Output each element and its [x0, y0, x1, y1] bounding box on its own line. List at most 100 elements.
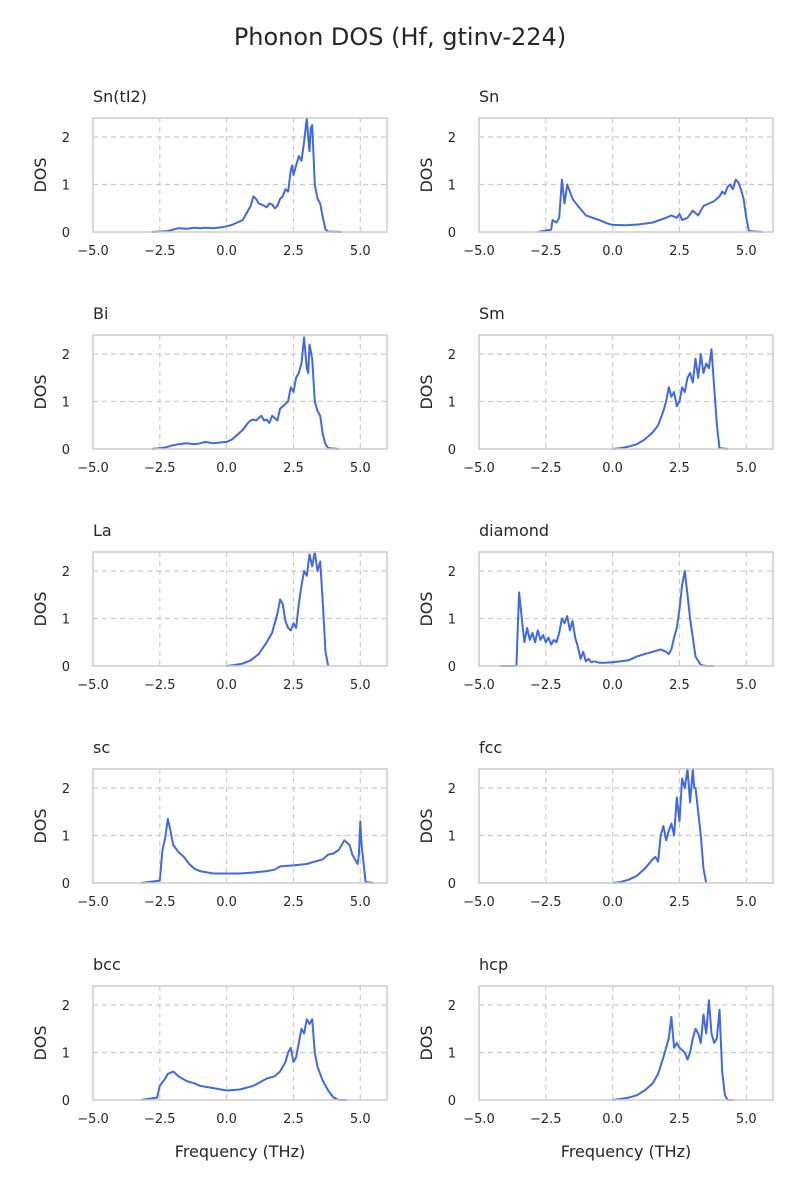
- x-tick-label: 0.0: [216, 895, 237, 910]
- y-tick-label: 1: [448, 179, 456, 194]
- dos-line-series-0: [226, 551, 330, 667]
- x-tick-label: 0.0: [602, 244, 623, 259]
- y-axis-label: DOS: [31, 591, 50, 626]
- y-tick-label: 0: [62, 1094, 70, 1109]
- x-tick-label: 2.5: [283, 895, 304, 910]
- y-tick-label: 0: [448, 443, 456, 458]
- y-axis-label: DOS: [417, 374, 436, 409]
- subplot-title: La: [93, 521, 112, 540]
- x-tick-label: 0.0: [216, 1112, 237, 1127]
- subplot-title: bcc: [93, 955, 121, 974]
- subplot-title: Sn(tI2): [93, 87, 147, 106]
- x-tick-label: 5.0: [736, 461, 757, 476]
- x-tick-label: 5.0: [350, 461, 371, 476]
- subplot-title: Sn: [479, 87, 499, 106]
- dos-line-series-0: [151, 117, 342, 233]
- x-axis-label: Frequency (THz): [175, 1142, 305, 1161]
- y-tick-label: 2: [62, 131, 70, 146]
- y-tick-label: 2: [448, 348, 456, 363]
- x-axis-label: Frequency (THz): [561, 1142, 691, 1161]
- subplot-title: fcc: [479, 738, 502, 757]
- subplot-title: diamond: [479, 521, 549, 540]
- x-tick-label: 0.0: [216, 678, 237, 693]
- x-tick-label: 5.0: [350, 244, 371, 259]
- dos-line-series-0: [500, 570, 715, 667]
- plot-frame: [478, 985, 774, 1101]
- subplot-3: Sm −5.0 −2.5 0.0 2.5 5.0 0 1 2 DOS: [417, 304, 774, 476]
- x-tick-label: −5.0: [77, 461, 109, 476]
- x-tick-label: 2.5: [669, 895, 690, 910]
- x-tick-label: −5.0: [463, 244, 495, 259]
- dos-line-series-0: [612, 768, 708, 884]
- y-axis-label: DOS: [417, 591, 436, 626]
- x-tick-label: 5.0: [736, 1112, 757, 1127]
- subplot-4: La −5.0 −2.5 0.0 2.5 5.0 0 1 2 DOS: [31, 521, 388, 693]
- subplot-title: Sm: [479, 304, 505, 323]
- y-tick-label: 2: [448, 999, 456, 1014]
- y-tick-label: 2: [448, 131, 456, 146]
- x-tick-label: 2.5: [669, 1112, 690, 1127]
- x-tick-label: 0.0: [602, 1112, 623, 1127]
- subplot-6: sc −5.0 −2.5 0.0 2.5 5.0 0 1 2 DOS: [31, 738, 388, 910]
- plot-frame: [478, 768, 774, 884]
- x-tick-label: 0.0: [602, 895, 623, 910]
- x-tick-label: −2.5: [530, 678, 562, 693]
- x-tick-label: −5.0: [77, 895, 109, 910]
- dos-line-series-0: [612, 999, 733, 1101]
- x-tick-label: 0.0: [216, 244, 237, 259]
- x-tick-label: 2.5: [283, 1112, 304, 1127]
- y-tick-label: 0: [448, 660, 456, 675]
- subplot-title: sc: [93, 738, 110, 757]
- y-tick-label: 2: [62, 348, 70, 363]
- subplot-2: Bi −5.0 −2.5 0.0 2.5 5.0 0 1 2 DOS: [31, 304, 388, 476]
- dos-line-series-0: [612, 348, 728, 450]
- x-tick-label: 5.0: [736, 678, 757, 693]
- x-tick-label: −5.0: [77, 244, 109, 259]
- x-tick-label: 5.0: [736, 244, 757, 259]
- y-tick-label: 2: [448, 782, 456, 797]
- y-axis-label: DOS: [31, 157, 50, 192]
- y-tick-label: 2: [62, 999, 70, 1014]
- subplot-5: diamond −5.0 −2.5 0.0 2.5 5.0 0 1 2 DOS: [417, 521, 774, 693]
- subplot-7: fcc −5.0 −2.5 0.0 2.5 5.0 0 1 2 DOS: [417, 738, 774, 910]
- x-tick-label: −2.5: [530, 461, 562, 476]
- x-tick-label: −2.5: [144, 1112, 176, 1127]
- y-axis-label: DOS: [31, 808, 50, 843]
- x-tick-label: 0.0: [602, 461, 623, 476]
- plot-frame: [92, 117, 388, 233]
- dos-line-series-0: [140, 817, 374, 884]
- x-tick-label: 5.0: [350, 895, 371, 910]
- plot-frame: [478, 551, 774, 667]
- x-tick-label: −2.5: [144, 461, 176, 476]
- subplot-9: hcp −5.0 −2.5 0.0 2.5 5.0 0 1 2 DOS Frequency (THz…: [417, 955, 774, 1161]
- y-axis-label: DOS: [417, 1025, 436, 1060]
- y-tick-label: 1: [448, 396, 456, 411]
- y-tick-label: 1: [62, 830, 70, 845]
- y-tick-label: 1: [448, 1047, 456, 1062]
- subplot-title: hcp: [479, 955, 508, 974]
- x-tick-label: −2.5: [530, 244, 562, 259]
- x-tick-label: 0.0: [216, 461, 237, 476]
- y-tick-label: 0: [448, 226, 456, 241]
- x-tick-label: −5.0: [463, 1112, 495, 1127]
- y-tick-label: 0: [448, 1094, 456, 1109]
- subplot-1: Sn −5.0 −2.5 0.0 2.5 5.0 0 1 2 DOS: [417, 87, 774, 259]
- x-tick-label: 2.5: [283, 678, 304, 693]
- x-tick-label: 5.0: [736, 895, 757, 910]
- plot-frame: [92, 334, 388, 450]
- x-tick-label: 5.0: [350, 1112, 371, 1127]
- x-tick-label: 2.5: [283, 244, 304, 259]
- x-tick-label: −5.0: [463, 461, 495, 476]
- plot-frame: [478, 117, 774, 233]
- y-tick-label: 1: [448, 830, 456, 845]
- dos-line-series-0: [537, 178, 763, 233]
- y-axis-label: DOS: [417, 808, 436, 843]
- y-tick-label: 2: [448, 565, 456, 580]
- y-tick-label: 0: [448, 877, 456, 892]
- figure-title: Phonon DOS (Hf, gtinv-224): [234, 23, 566, 51]
- x-tick-label: −5.0: [463, 678, 495, 693]
- y-tick-label: 0: [62, 443, 70, 458]
- x-tick-label: −5.0: [77, 678, 109, 693]
